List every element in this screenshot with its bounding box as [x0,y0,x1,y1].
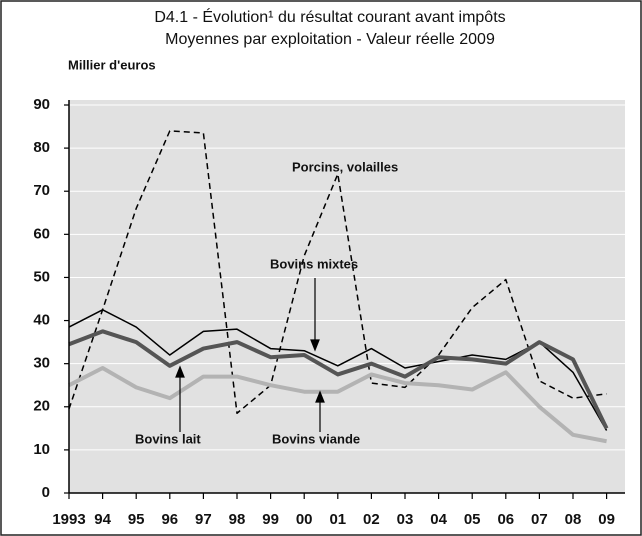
series-label: Bovins viande [272,431,360,446]
x-tick-label: 04 [430,511,447,528]
x-tick-label: 00 [296,511,313,528]
y-tick-label: 0 [42,484,50,501]
y-tick-label: 10 [33,441,50,458]
x-tick-label: 97 [195,511,212,528]
x-tick-label: 95 [128,511,145,528]
y-tick-label: 40 [33,312,50,329]
x-tick-label: 96 [161,511,178,528]
x-tick-label: 1993 [52,511,85,528]
y-tick-label: 90 [33,96,50,113]
x-tick-label: 98 [229,511,246,528]
x-tick-label: 01 [329,511,346,528]
x-tick-label: 99 [262,511,279,528]
series-label: Bovins lait [135,431,201,446]
x-tick-label: 05 [464,511,481,528]
y-tick-label: 20 [33,398,50,415]
y-tick-label: 30 [33,355,50,372]
series-line [68,365,607,444]
series-line [68,329,609,430]
arrowhead [315,390,325,403]
x-tick-label: 09 [598,511,615,528]
series-label: Porcins, volailles [292,159,398,174]
x-tick-label: 08 [565,511,582,528]
plot-area [69,100,625,493]
x-tick-label: 94 [94,511,111,528]
chart-title: D4.1 - Évolution¹ du résultat courant av… [154,7,505,26]
y-tick-label: 50 [33,268,50,285]
x-tick-label: 03 [397,511,414,528]
x-tick-label: 06 [497,511,514,528]
arrows [175,278,325,432]
chart-subtitle: Moyennes par exploitation - Valeur réell… [165,31,495,48]
arrowhead [175,365,185,378]
x-tick-label: 07 [531,511,548,528]
series-line [68,309,608,431]
y-tick-label: 80 [33,139,50,156]
y-tick-label: 70 [33,182,50,199]
arrowhead [310,339,320,352]
y-axis-label: Millier d'euros [68,57,156,72]
series-label: Bovins mixtes [270,256,358,271]
x-tick-label: 02 [363,511,380,528]
y-tick-label: 60 [33,225,50,242]
